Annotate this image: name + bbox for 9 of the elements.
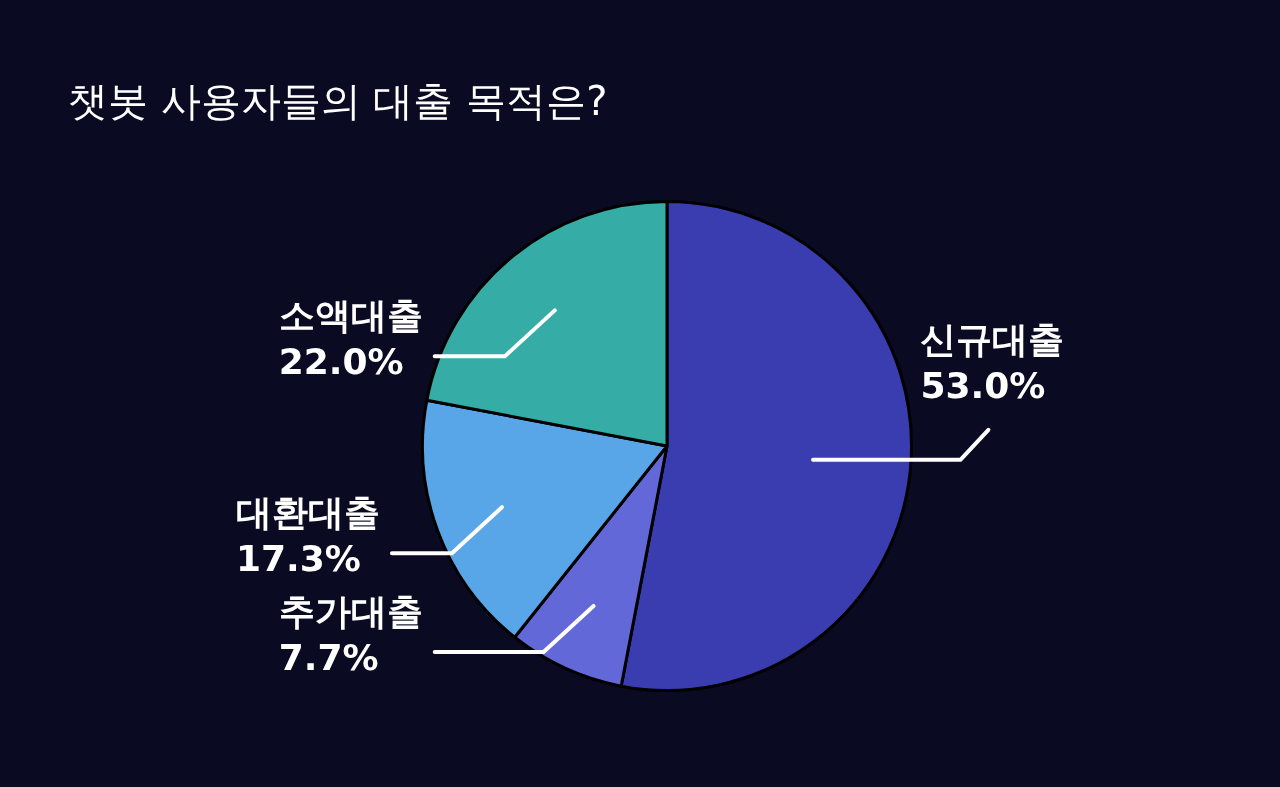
chart-title: 챗봇 사용자들의 대출 목적은?: [68, 78, 608, 124]
slice-label: 소액대출: [278, 295, 423, 337]
slice-label: 신규대출: [920, 318, 1065, 360]
data-label: 22.0%: [278, 341, 404, 383]
data-label: 53.0%: [920, 364, 1046, 406]
data-label: 7.7%: [278, 636, 379, 678]
slice-label: 대환대출: [235, 492, 380, 534]
slice-label: 추가대출: [278, 590, 423, 632]
data-label: 17.3%: [235, 538, 361, 580]
